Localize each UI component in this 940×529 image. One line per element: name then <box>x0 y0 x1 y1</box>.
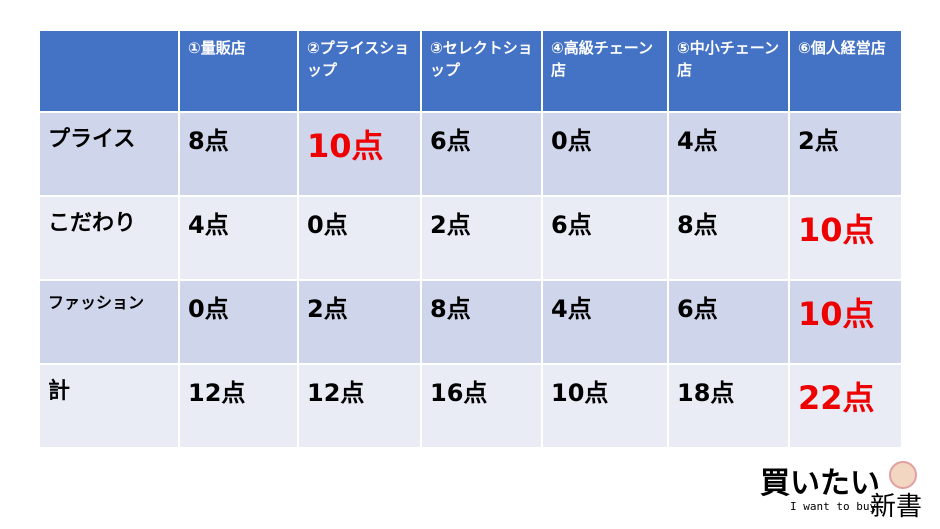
row-label: ファッション <box>38 279 180 365</box>
score-cell: 8点 <box>420 279 543 365</box>
row-label: プライス <box>38 111 180 197</box>
header-cell: ④高級チェーン店 <box>541 29 669 113</box>
table-row: 計 12点 12点 16点 10点 18点 22点 <box>38 363 903 449</box>
score-cell: 4点 <box>667 111 790 197</box>
table-row: こだわり 4点 0点 2点 6点 8点 10点 <box>38 195 903 281</box>
logo-tagline: I want to buy <box>790 500 877 513</box>
score-cell: 2点 <box>788 111 903 197</box>
score-cell: 4点 <box>178 195 299 281</box>
header-cell: ⑤中小チェーン店 <box>667 29 790 113</box>
score-cell: 6点 <box>541 195 669 281</box>
row-label: 計 <box>38 363 180 449</box>
score-cell: 6点 <box>420 111 543 197</box>
row-label: こだわり <box>38 195 180 281</box>
logo-sub: 新書 <box>870 492 923 522</box>
logo-main: 買いたい <box>760 466 880 501</box>
score-cell: 12点 <box>178 363 299 449</box>
score-cell: 8点 <box>178 111 299 197</box>
score-cell: 2点 <box>420 195 543 281</box>
header-row: ①量販店 ②プライスショップ ③セレクトショップ ④高級チェーン店 ⑤中小チェーン店 ⑥個… <box>38 29 903 113</box>
score-cell: 10点 <box>788 279 903 365</box>
score-cell: 6点 <box>667 279 790 365</box>
score-cell: 4点 <box>541 279 669 365</box>
table-body: プライス 8点 10点 6点 0点 4点 2点 こだわり 4点 0点 2点 6点 8点 10点 ファッション… <box>38 111 903 449</box>
score-cell: 0点 <box>178 279 299 365</box>
score-cell: 8点 <box>667 195 790 281</box>
score-cell: 0点 <box>297 195 422 281</box>
header-cell: ②プライスショップ <box>297 29 422 113</box>
table-row: ファッション 0点 2点 8点 4点 6点 10点 <box>38 279 903 365</box>
score-cell: 2点 <box>297 279 422 365</box>
table-row: プライス 8点 10点 6点 0点 4点 2点 <box>38 111 903 197</box>
score-cell: 0点 <box>541 111 669 197</box>
header-cell: ①量販店 <box>178 29 299 113</box>
score-cell: 10点 <box>297 111 422 197</box>
score-cell: 10点 <box>541 363 669 449</box>
logo: 買いたい 新書 I want to buy <box>760 458 935 524</box>
score-cell: 16点 <box>420 363 543 449</box>
score-cell: 22点 <box>788 363 903 449</box>
score-cell: 10点 <box>788 195 903 281</box>
logo-icon <box>889 461 917 489</box>
score-cell: 18点 <box>667 363 790 449</box>
header-cell: ⑥個人経営店 <box>788 29 903 113</box>
score-table: ①量販店 ②プライスショップ ③セレクトショップ ④高級チェーン店 ⑤中小チェーン店 ⑥個… <box>38 29 903 449</box>
header-cell: ③セレクトショップ <box>420 29 543 113</box>
header-cell <box>38 29 180 113</box>
score-cell: 12点 <box>297 363 422 449</box>
